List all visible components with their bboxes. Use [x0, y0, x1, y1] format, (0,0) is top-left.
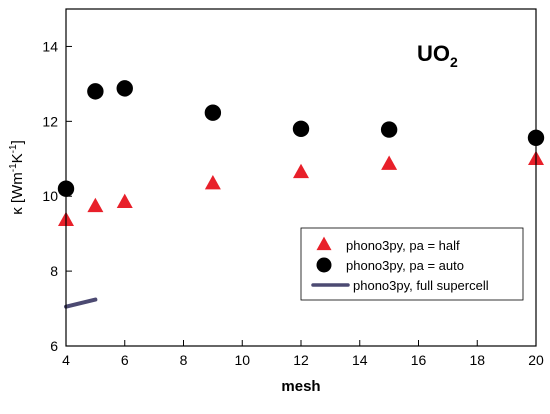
- chart-annotation: UO2: [417, 41, 458, 70]
- point-auto: [116, 80, 133, 97]
- x-tick-label: 10: [234, 352, 250, 368]
- legend-label-half: phono3py, pa = half: [346, 238, 460, 253]
- x-tick-label: 12: [293, 352, 309, 368]
- point-half: [293, 163, 309, 179]
- y-tick-label: 14: [42, 38, 58, 54]
- y-axis-title: κ [Wm-1K-1]: [8, 140, 26, 215]
- point-half: [381, 155, 398, 170]
- y-axis-title-sup2: -1: [8, 144, 19, 153]
- y-tick-label: 8: [50, 263, 58, 279]
- legend-symbols: [311, 236, 350, 287]
- point-half: [204, 174, 221, 190]
- point-auto: [292, 120, 310, 138]
- plot-frame: [65, 8, 537, 347]
- point-auto: [380, 121, 398, 138]
- series-full-supercell-line: [64, 297, 98, 309]
- y-axis-title-main: κ [Wm: [9, 172, 26, 215]
- x-axis-title: mesh: [281, 378, 320, 395]
- annotation-subscript: 2: [450, 54, 458, 70]
- y-tick-label: 12: [42, 113, 58, 129]
- legend-symbol-half: [316, 236, 332, 251]
- x-tick-label: 16: [411, 352, 427, 368]
- x-tick-label: 4: [62, 352, 70, 368]
- legend: phono3py, pa = half phono3py, pa = auto …: [300, 227, 524, 301]
- y-tick-label: 6: [50, 338, 58, 354]
- point-half: [116, 193, 133, 209]
- legend-label-auto: phono3py, pa = auto: [346, 258, 464, 273]
- x-tick-label: 8: [180, 352, 188, 368]
- y-axis-title-sup1: -1: [8, 163, 19, 172]
- x-tick-label: 18: [469, 352, 485, 368]
- y-axis-title-end: ]: [9, 140, 26, 144]
- y-axis-title-mid: K: [9, 153, 26, 163]
- point-half: [87, 197, 104, 213]
- x-tick-label: 20: [528, 352, 544, 368]
- legend-symbol-auto: [316, 257, 332, 273]
- legend-box: [300, 227, 524, 301]
- point-auto: [204, 104, 222, 121]
- point-auto: [87, 83, 104, 100]
- x-tick-label: 14: [352, 352, 368, 368]
- y-tick-label: 10: [42, 188, 58, 204]
- annotation-main: UO: [417, 41, 450, 66]
- x-tick-label: 6: [121, 352, 129, 368]
- legend-label-full: phono3py, full supercell: [353, 278, 489, 293]
